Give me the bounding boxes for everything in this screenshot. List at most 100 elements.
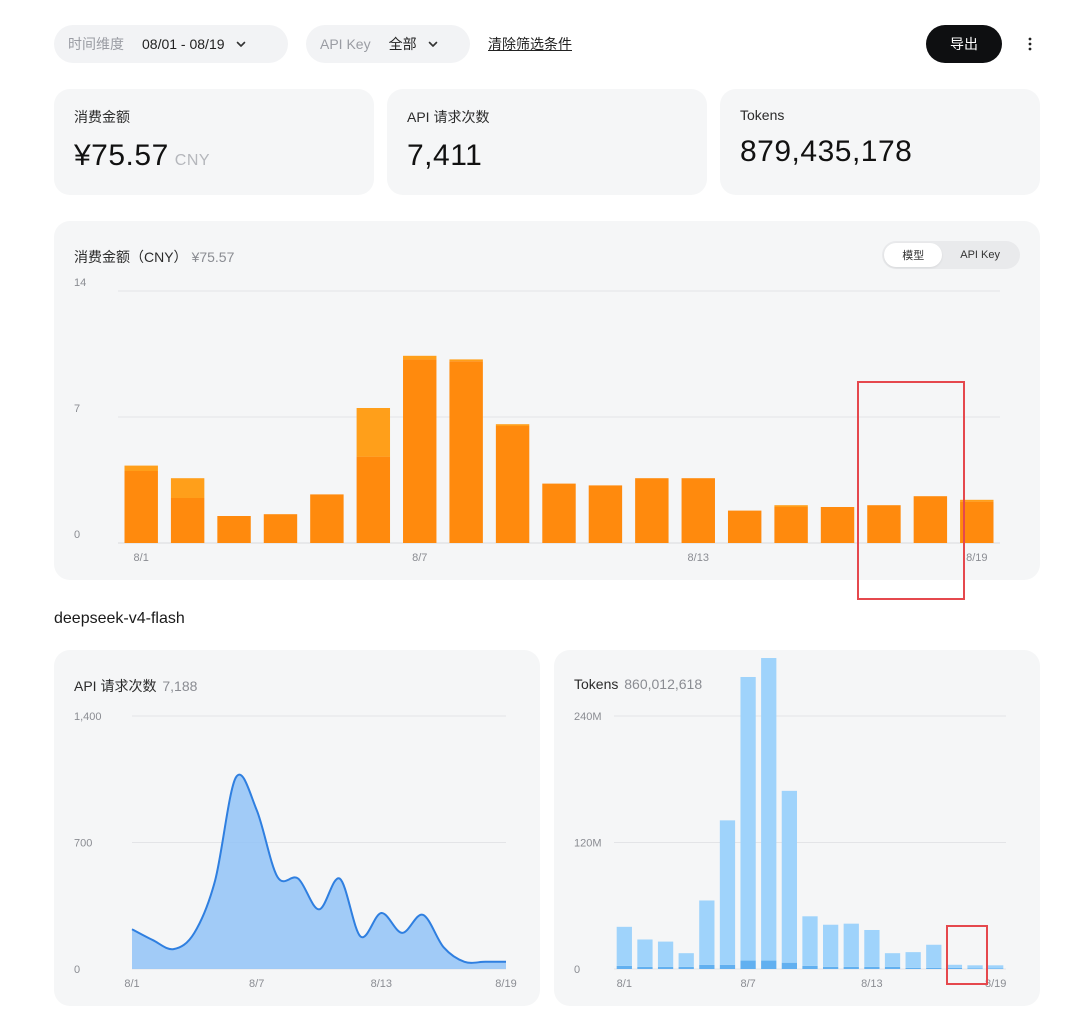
bar: [960, 501, 994, 543]
bar: [635, 478, 669, 543]
bar-segment: [170, 478, 205, 498]
bar: [637, 939, 653, 967]
stat-label: 消费金额: [74, 109, 130, 125]
stat-value: 7,411: [407, 139, 687, 173]
bar-segment: [761, 960, 777, 969]
y-tick-label: 0: [574, 964, 580, 976]
bar: [802, 916, 818, 966]
bar-segment: [802, 965, 818, 969]
bar-segment: [403, 355, 437, 360]
x-tick-label: 8/7: [249, 978, 264, 990]
chart-total: 860,012,618: [624, 676, 703, 692]
x-tick-label: 8/13: [861, 978, 882, 990]
bar: [727, 510, 762, 543]
chart-subtitle: ¥75.57: [191, 249, 235, 265]
bar: [657, 941, 674, 967]
bar: [356, 456, 391, 543]
tokens-chart-card: Tokens 860,012,618 0 120M 240M 8/1 8/7 8/13 8/…: [554, 650, 1040, 1006]
toggle-model[interactable]: 模型: [884, 243, 943, 267]
y-tick-label: 1,400: [74, 711, 102, 723]
bar-segment: [967, 968, 983, 969]
clear-filters-link[interactable]: 清除筛选条件: [488, 36, 572, 52]
chart-title: 消费金额（CNY） ¥75.57: [74, 247, 234, 267]
bar: [310, 494, 344, 543]
y-tick-label: 0: [74, 529, 80, 541]
bar: [263, 514, 298, 543]
bar: [905, 952, 921, 968]
model-section-title: deepseek-v4-flash: [54, 610, 185, 627]
bar: [403, 359, 437, 543]
y-tick-label: 14: [74, 277, 86, 289]
requests-area-chart: 0 700 1,400 8/1 8/7 8/13 8/19: [74, 711, 517, 990]
tokens-bar-chart: 0 120M 240M 8/1 8/7 8/13 8/19: [574, 658, 1006, 990]
bar: [719, 820, 736, 965]
more-vertical-icon: [1028, 37, 1032, 51]
bar: [542, 483, 576, 543]
bar: [449, 361, 483, 543]
bar-segment: [960, 499, 994, 502]
bar: [913, 496, 948, 543]
bar-segment: [843, 966, 859, 969]
bar-segment: [678, 966, 694, 969]
chevron-down-icon: [428, 41, 437, 47]
x-tick-label: 8/1: [124, 978, 139, 990]
series-line: [131, 773, 506, 964]
bar: [616, 926, 632, 966]
bar: [588, 485, 623, 543]
bar: [124, 471, 158, 543]
cost-bar-chart: 0 7 14 8/1 8/7 8/13 8/19: [74, 277, 1000, 564]
bar: [217, 516, 251, 543]
bar-segment: [699, 964, 715, 969]
chart-title-text: Tokens: [574, 676, 619, 692]
stat-label: Tokens: [740, 107, 785, 123]
stat-card-requests: API 请求次数 7,411: [387, 89, 707, 195]
apikey-select[interactable]: API Key 全部: [306, 25, 470, 63]
bar: [774, 507, 808, 543]
highlight-box: [946, 925, 988, 985]
bar: [864, 929, 880, 967]
bar-segment: [719, 964, 736, 969]
chart-total: 7,188: [162, 678, 198, 694]
bar-segment: [905, 967, 921, 969]
y-tick-label: 0: [74, 964, 80, 976]
chart-title-text: API 请求次数: [74, 678, 157, 694]
time-range-select[interactable]: 时间维度 08/01 - 08/19: [54, 25, 288, 63]
cost-chart-card: 消费金额（CNY） ¥75.57 模型 API Key 0 7 14 8/1 8/7 8/1…: [54, 221, 1040, 580]
bar: [867, 505, 901, 543]
bar: [699, 900, 715, 965]
chart-title: Tokens 860,012,618: [574, 676, 702, 692]
stat-card-tokens: Tokens 879,435,178: [720, 89, 1040, 195]
y-tick-label: 700: [74, 838, 92, 850]
x-tick-label: 8/1: [134, 552, 149, 564]
bar-segment: [884, 966, 901, 969]
bar: [495, 426, 530, 543]
x-tick-label: 8/7: [412, 552, 427, 564]
bar: [761, 658, 777, 961]
bar-segment: [657, 966, 674, 969]
more-menu-button[interactable]: [1020, 25, 1040, 63]
area-fill: [132, 774, 506, 969]
bar: [740, 676, 756, 961]
bar-segment: [124, 465, 158, 471]
chart-title: API 请求次数 7,188: [74, 676, 197, 696]
stat-number: ¥75.57: [74, 139, 169, 172]
x-tick-label: 8/19: [495, 978, 516, 990]
bar: [170, 498, 205, 543]
x-tick-label: 8/13: [688, 552, 709, 564]
filter-bar: 时间维度 08/01 - 08/19 API Key 全部 清除筛选条件 导出: [54, 25, 1040, 63]
group-by-toggle: 模型 API Key: [882, 241, 1020, 269]
y-tick-label: 240M: [574, 711, 602, 723]
export-button[interactable]: 导出: [926, 25, 1002, 63]
bar-segment: [616, 965, 632, 969]
x-tick-label: 8/7: [740, 978, 755, 990]
bar-segment: [495, 424, 530, 426]
bar: [946, 964, 963, 968]
toggle-apikey[interactable]: API Key: [960, 249, 1000, 261]
bar: [820, 507, 855, 543]
bar: [678, 953, 694, 967]
chevron-down-icon: [236, 41, 245, 47]
bar-segment: [926, 967, 942, 969]
x-tick-label: 8/19: [985, 978, 1006, 990]
bar: [884, 953, 901, 967]
